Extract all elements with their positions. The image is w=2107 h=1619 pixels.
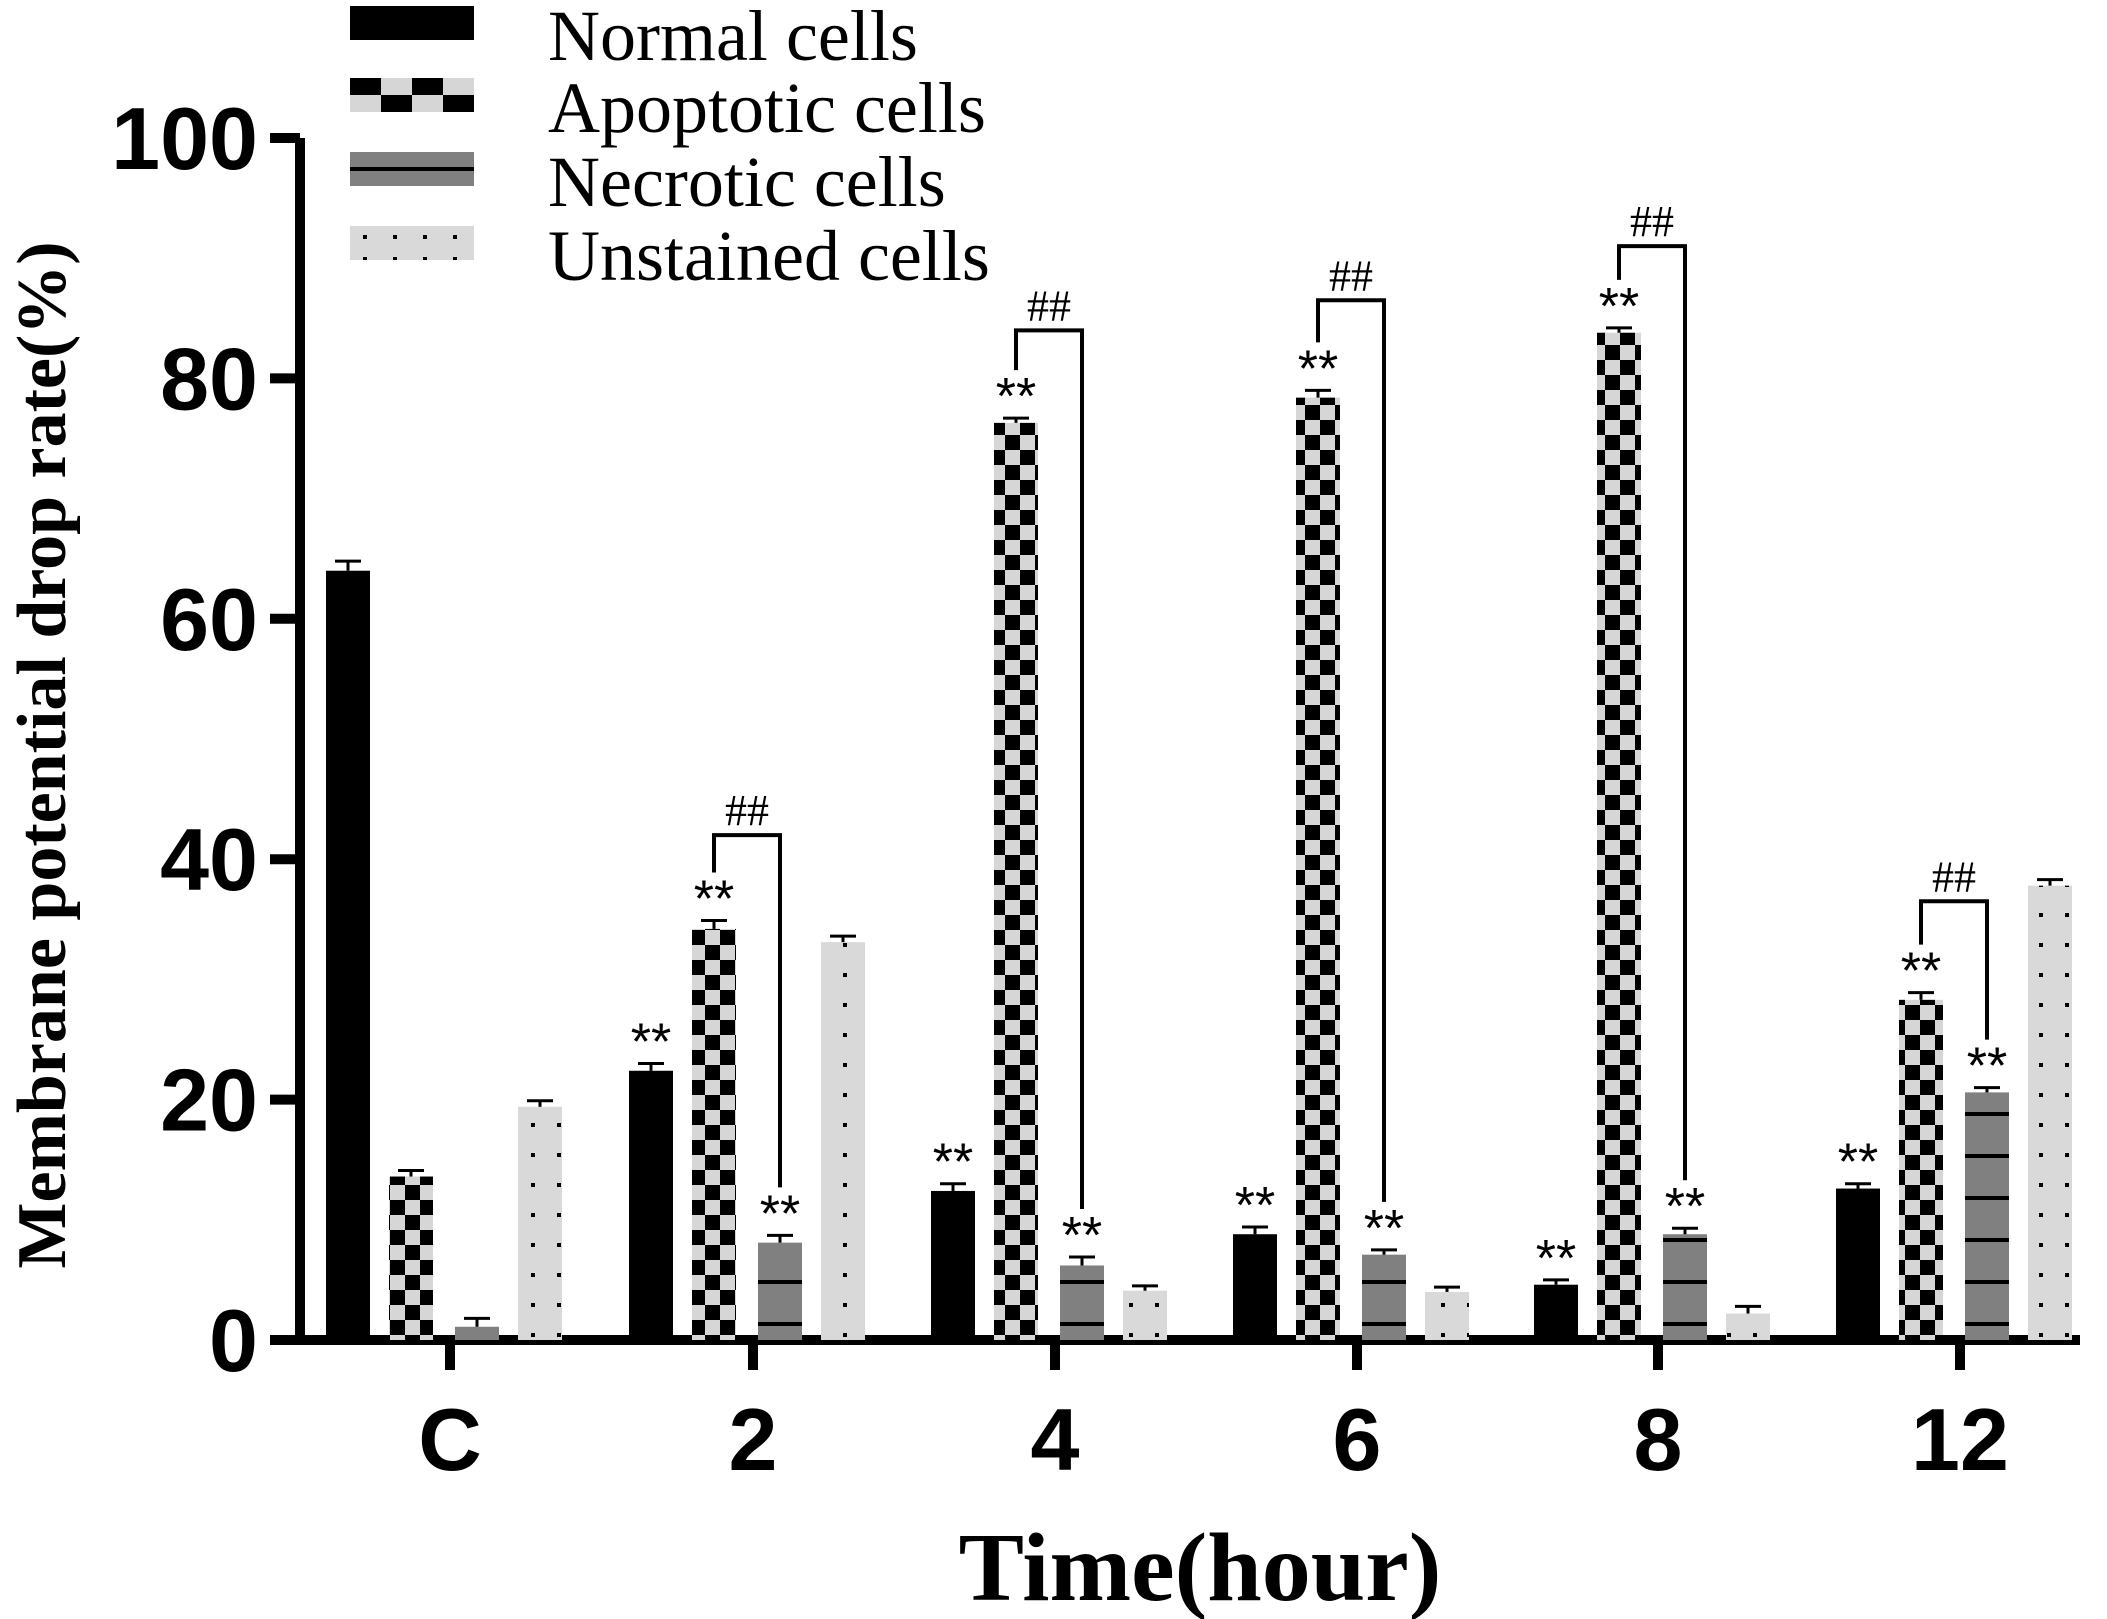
bar xyxy=(518,1106,562,1340)
comparison-bracket xyxy=(1014,328,1084,1210)
legend-swatch-stripe xyxy=(350,167,474,171)
x-tick-label: C xyxy=(418,1390,482,1489)
bar xyxy=(931,1190,975,1340)
significance-marker: ** xyxy=(1536,1230,1576,1288)
bar xyxy=(455,1326,499,1340)
significance-marker: ** xyxy=(1665,1178,1705,1236)
comparison-bracket xyxy=(1617,244,1687,1181)
significance-marker: ** xyxy=(760,1185,800,1243)
x-tick-label: 12 xyxy=(1911,1390,2009,1489)
x-tick-label: 6 xyxy=(1333,1390,1382,1489)
bar xyxy=(1233,1234,1277,1340)
bar xyxy=(1296,397,1340,1341)
bar xyxy=(1362,1254,1406,1340)
bar xyxy=(1597,332,1641,1340)
x-tick-label: 8 xyxy=(1634,1390,1683,1489)
bar xyxy=(629,1070,673,1340)
comparison-label: ## xyxy=(1027,281,1071,330)
bar xyxy=(389,1176,433,1340)
comparison-label: ## xyxy=(725,786,769,835)
significance-marker: ** xyxy=(694,871,734,929)
bar xyxy=(1060,1265,1104,1340)
bar xyxy=(994,422,1038,1340)
x-tick-label: 4 xyxy=(1031,1390,1080,1489)
legend-swatch xyxy=(350,6,474,40)
significance-marker: ** xyxy=(1901,943,1941,1001)
bar xyxy=(1534,1284,1578,1340)
plot-area: 0 20 40 60 80 100 C 2 4 6 8 12 ** ** ** ** ** ** ** ** ** ** *… xyxy=(111,89,2080,1489)
bar xyxy=(1726,1313,1770,1340)
bar xyxy=(1123,1290,1167,1340)
y-tick-label: 60 xyxy=(160,570,258,669)
comparison-bracket xyxy=(712,833,782,1188)
bar xyxy=(1899,999,1943,1340)
significance-marker: ** xyxy=(1838,1134,1878,1192)
significance-marker: ** xyxy=(631,1014,671,1072)
bar xyxy=(326,570,370,1340)
legend-swatch xyxy=(350,78,474,112)
significance-marker: ** xyxy=(1967,1038,2007,1096)
legend-label: Unstained cells xyxy=(548,216,990,296)
significance-marker: ** xyxy=(1235,1177,1275,1235)
significance-marker: ** xyxy=(1599,278,1639,336)
comparison-bracket xyxy=(1919,899,1989,1040)
significance-marker: ** xyxy=(933,1134,973,1192)
bar xyxy=(1425,1291,1469,1340)
significance-marker: ** xyxy=(996,368,1036,426)
comparison-label: ## xyxy=(1932,852,1976,901)
y-tick-label: 40 xyxy=(160,810,258,909)
legend-label: Normal cells xyxy=(548,0,918,76)
bar xyxy=(1663,1234,1707,1340)
legend-swatch xyxy=(350,226,474,260)
legend-label: Apoptotic cells xyxy=(548,68,986,148)
x-axis-title: Time(hour) xyxy=(959,1514,1442,1619)
x-tick-label: 2 xyxy=(729,1390,778,1489)
y-tick-label: 80 xyxy=(160,329,258,428)
bar xyxy=(758,1242,802,1340)
y-axis-title: Membrane potential drop rate(%) xyxy=(4,241,81,1268)
comparison-label: ## xyxy=(1329,251,1373,300)
y-tick-label: 0 xyxy=(209,1291,258,1390)
bar xyxy=(1836,1188,1880,1340)
significance-marker: ** xyxy=(1062,1207,1102,1265)
bar xyxy=(821,942,865,1340)
comparison-bracket xyxy=(1316,298,1386,1202)
comparison-label: ## xyxy=(1630,197,1674,246)
significance-marker: ** xyxy=(1364,1200,1404,1258)
significance-marker: ** xyxy=(1298,340,1338,398)
legend-label: Necrotic cells xyxy=(548,142,946,222)
bar xyxy=(1965,1092,2009,1340)
bar xyxy=(692,928,736,1340)
y-tick-label: 100 xyxy=(111,89,258,188)
y-tick-label: 20 xyxy=(160,1051,258,1150)
bar xyxy=(2028,885,2072,1340)
